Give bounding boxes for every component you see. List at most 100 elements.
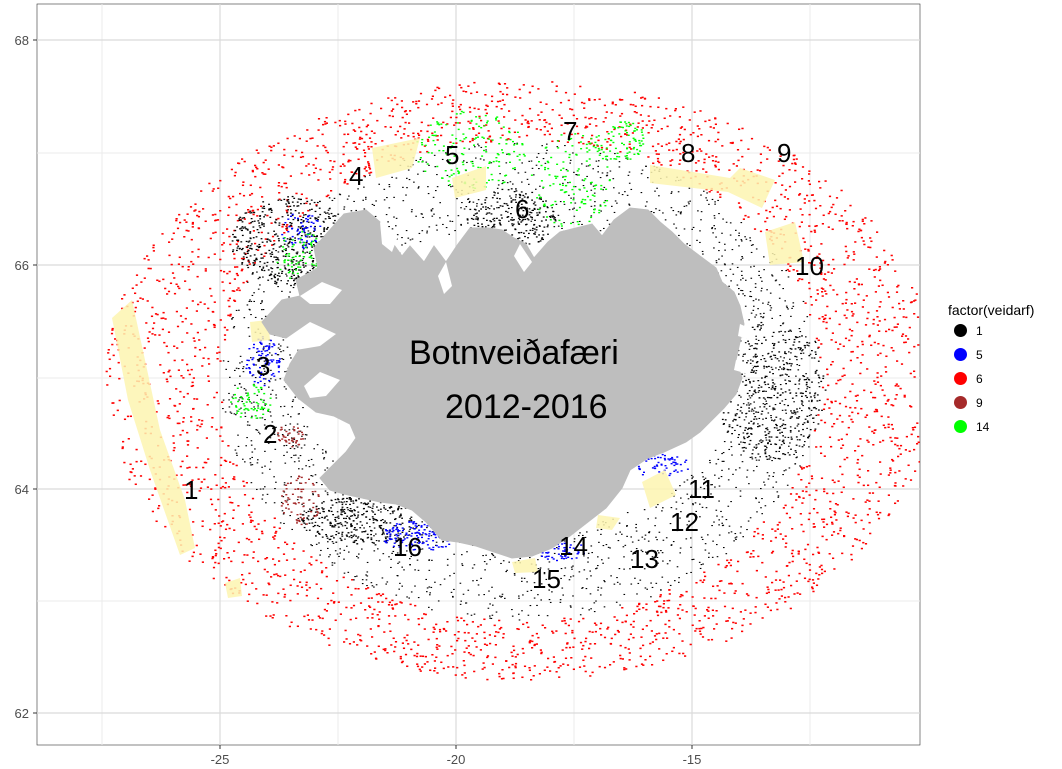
- effort-point: [458, 106, 461, 108]
- effort-point: [593, 643, 597, 645]
- effort-point: [263, 216, 265, 218]
- effort-point: [590, 189, 593, 191]
- effort-point: [166, 293, 169, 295]
- effort-point: [563, 575, 566, 577]
- effort-point: [755, 596, 758, 599]
- effort-point: [171, 272, 175, 274]
- effort-point: [742, 432, 745, 434]
- effort-point: [716, 544, 718, 546]
- effort-point: [111, 327, 114, 330]
- effort-point: [812, 553, 815, 556]
- effort-point: [675, 214, 678, 216]
- effort-point: [808, 494, 811, 496]
- effort-point: [343, 208, 345, 210]
- effort-point: [821, 518, 824, 521]
- effort-point: [715, 463, 718, 465]
- effort-point: [449, 116, 452, 119]
- effort-point: [575, 118, 579, 120]
- effort-point: [560, 568, 563, 570]
- effort-point: [819, 262, 822, 264]
- effort-point: [666, 599, 669, 602]
- effort-point: [822, 320, 825, 323]
- effort-point: [692, 132, 695, 134]
- effort-point: [741, 624, 744, 627]
- effort-point: [494, 597, 496, 599]
- effort-point: [308, 174, 311, 176]
- effort-point: [536, 156, 538, 158]
- effort-point: [664, 632, 667, 634]
- effort-point: [156, 279, 159, 282]
- effort-point: [404, 653, 408, 656]
- effort-point: [723, 441, 726, 443]
- effort-point: [299, 215, 302, 218]
- effort-point: [645, 608, 648, 611]
- effort-point: [461, 564, 464, 567]
- effort-point: [747, 594, 750, 597]
- effort-point: [606, 219, 609, 221]
- effort-point: [606, 172, 609, 174]
- effort-point: [412, 101, 415, 103]
- effort-point: [763, 312, 765, 314]
- effort-point: [234, 236, 237, 238]
- effort-point: [782, 586, 786, 589]
- effort-point: [232, 509, 235, 511]
- effort-point: [261, 309, 263, 311]
- effort-point: [443, 578, 446, 580]
- effort-point: [279, 378, 282, 380]
- effort-point: [469, 653, 472, 656]
- effort-point: [736, 149, 740, 151]
- effort-point: [874, 291, 877, 293]
- effort-point: [794, 463, 796, 465]
- effort-point: [185, 221, 188, 223]
- effort-point: [110, 332, 114, 335]
- effort-point: [262, 349, 265, 351]
- effort-point: [431, 609, 433, 611]
- effort-point: [251, 248, 253, 250]
- effort-point: [191, 221, 194, 224]
- effort-point: [844, 245, 847, 248]
- effort-point: [393, 196, 395, 198]
- effort-point: [802, 530, 805, 533]
- effort-point: [286, 543, 289, 546]
- effort-point: [835, 519, 838, 521]
- effort-point: [887, 398, 890, 401]
- effort-point: [252, 230, 255, 232]
- effort-point: [699, 241, 701, 244]
- effort-point: [275, 233, 278, 235]
- effort-point: [876, 354, 880, 356]
- effort-point: [166, 416, 169, 419]
- effort-point: [772, 486, 774, 488]
- effort-point: [242, 480, 245, 483]
- effort-point: [887, 494, 890, 496]
- effort-point: [327, 547, 329, 550]
- effort-point: [396, 103, 399, 106]
- effort-point: [744, 236, 746, 238]
- effort-point: [746, 469, 749, 471]
- effort-point: [456, 619, 460, 622]
- effort-point: [467, 645, 470, 647]
- effort-point: [877, 269, 881, 272]
- effort-point: [756, 511, 758, 513]
- effort-point: [147, 259, 150, 261]
- effort-point: [475, 157, 477, 159]
- effort-point: [647, 540, 650, 542]
- effort-point: [234, 266, 237, 268]
- effort-point: [383, 631, 386, 633]
- effort-point: [752, 410, 755, 412]
- effort-point: [658, 195, 660, 197]
- effort-point: [776, 427, 778, 429]
- effort-point: [373, 527, 376, 529]
- effort-point: [285, 209, 288, 212]
- effort-point: [450, 591, 453, 593]
- effort-point: [851, 383, 854, 385]
- effort-point: [629, 123, 632, 126]
- effort-point: [277, 185, 280, 187]
- effort-point: [182, 377, 185, 379]
- effort-point: [278, 343, 280, 345]
- effort-point: [569, 605, 572, 607]
- effort-point: [343, 133, 346, 136]
- effort-point: [239, 362, 241, 364]
- effort-point: [243, 218, 246, 220]
- effort-point: [594, 118, 597, 120]
- effort-point: [828, 195, 832, 198]
